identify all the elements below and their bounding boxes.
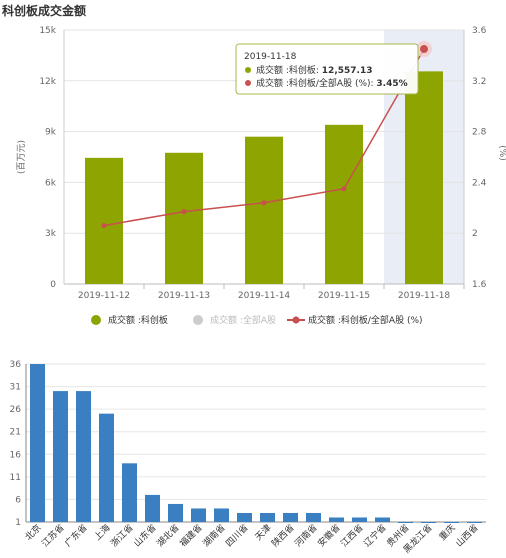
tooltip-marker xyxy=(245,67,251,73)
tooltip-marker xyxy=(245,80,251,86)
x-tick-label: 2019-11-15 xyxy=(318,291,370,301)
bar xyxy=(325,124,363,285)
y2-tick-label: 3.6 xyxy=(472,26,487,36)
line-point xyxy=(261,200,267,206)
bar xyxy=(467,522,482,523)
x-tick-label: 安徽省 xyxy=(315,522,343,550)
x-tick-label: 浙江省 xyxy=(108,522,136,550)
bar xyxy=(53,391,68,522)
y2-tick-label: 3.2 xyxy=(472,77,486,87)
y-tick-label: 1 xyxy=(15,518,21,528)
bar xyxy=(145,494,160,522)
y2-tick-label: 2.8 xyxy=(472,128,487,138)
x-tick-label: 江苏省 xyxy=(39,522,67,550)
bar xyxy=(191,508,206,522)
bar xyxy=(398,522,413,523)
bar xyxy=(85,157,123,284)
line-point xyxy=(420,45,428,54)
bar xyxy=(237,512,252,522)
y2-tick-label: 1.6 xyxy=(472,280,487,290)
x-tick-label: 重庆 xyxy=(436,522,457,543)
tooltip-date: 2019-11-18 xyxy=(244,52,297,62)
bar xyxy=(122,463,137,522)
y-axis-title: (百万元) xyxy=(16,140,27,174)
y-tick-label: 11 xyxy=(10,473,21,483)
bar xyxy=(30,364,45,522)
y-tick-label: 12k xyxy=(39,77,56,87)
y-tick-label: 36 xyxy=(10,360,22,370)
y-tick-label: 26 xyxy=(10,405,22,415)
line-point xyxy=(341,186,347,192)
x-tick-label: 2019-11-12 xyxy=(78,291,130,301)
bar xyxy=(283,512,298,522)
trading-volume-chart: 0 3k 6k 9k 12k 15k 1.6 2 2.4 2.8 3.2 3.6 (百万元) (%) 201… xyxy=(16,26,506,326)
x-tick-label: 福建省 xyxy=(177,522,205,550)
bar xyxy=(375,517,390,522)
bar xyxy=(214,508,229,522)
x-tick-label: 陕西省 xyxy=(269,522,297,550)
y-tick-label: 6k xyxy=(45,178,57,188)
x-tick-label: 2019-11-14 xyxy=(238,291,291,301)
line-point xyxy=(181,209,187,215)
bar xyxy=(165,152,203,284)
y-tick-label: 21 xyxy=(10,428,21,438)
x-tick-label: 湖北省 xyxy=(154,522,182,550)
y-tick-label: 16 xyxy=(10,450,22,460)
tooltip-label: 成交额 :科创板: xyxy=(256,64,322,76)
page-title: 科创板成交金额 xyxy=(2,4,87,18)
x-tick-label: 2019-11-18 xyxy=(398,291,451,301)
x-tick-label: 四川省 xyxy=(223,522,251,550)
tooltip-value: 3.45% xyxy=(376,79,407,89)
legend-marker xyxy=(292,316,300,324)
x-tick-label: 北京 xyxy=(22,522,43,543)
legend-marker xyxy=(91,315,101,325)
bar xyxy=(245,136,283,284)
legend-label: 成交额 :科创板 xyxy=(108,314,168,326)
legend-label: 成交额 :全部A股 xyxy=(210,314,276,326)
y-tick-label: 15k xyxy=(39,26,56,36)
bar xyxy=(444,522,459,523)
tooltip-label: 成交额 :科创板/全部A股 (%): xyxy=(256,77,376,89)
bar xyxy=(352,517,367,522)
tooltip-box xyxy=(235,43,419,95)
y-tick-label: 9k xyxy=(45,128,57,138)
x-tick-label: 上海 xyxy=(91,522,112,543)
y2-axis-title: (%) xyxy=(497,145,506,161)
bar xyxy=(421,522,436,523)
bar xyxy=(306,512,321,522)
x-tick-label: 山西省 xyxy=(453,522,481,550)
bar xyxy=(329,517,344,522)
bar xyxy=(76,391,91,522)
bar xyxy=(99,413,114,522)
y-tick-label: 6 xyxy=(15,495,21,505)
company-count-chart: ☑公司家数16111621263136北京江苏省广东省上海浙江省山东省湖北省福建… xyxy=(10,360,486,556)
x-tick-label: 江西省 xyxy=(338,522,366,550)
legend: 成交额 :科创板 成交额 :全部A股 成交额 :科创板/全部A股 (%) xyxy=(91,314,423,326)
bar xyxy=(260,512,275,522)
legend-label: 成交额 :科创板/全部A股 (%) xyxy=(308,314,423,326)
x-tick-label: 湖南省 xyxy=(200,522,228,550)
y-tick-label: 3k xyxy=(45,229,57,239)
x-tick-label: 天津 xyxy=(253,522,274,543)
x-tick-label: 辽宁省 xyxy=(361,522,389,550)
y2-tick-label: 2 xyxy=(472,229,478,239)
legend-marker xyxy=(193,315,203,325)
x-tick-label: 广东省 xyxy=(62,522,90,550)
bar xyxy=(168,503,183,522)
y2-tick-label: 2.4 xyxy=(472,178,487,188)
x-tick-label: 河南省 xyxy=(292,522,320,550)
tooltip-row: 成交额 :科创板/全部A股 (%): 3.45% xyxy=(256,77,408,89)
tooltip-value: 12,557.13 xyxy=(322,66,373,76)
x-tick-label: 山东省 xyxy=(131,522,159,550)
x-tick-label: 2019-11-13 xyxy=(158,291,210,301)
line-point xyxy=(101,223,107,229)
tooltip-row: 成交额 :科创板: 12,557.13 xyxy=(256,64,372,76)
y-tick-label: 0 xyxy=(50,280,56,290)
y-tick-label: 31 xyxy=(10,383,21,393)
bar xyxy=(405,71,443,284)
